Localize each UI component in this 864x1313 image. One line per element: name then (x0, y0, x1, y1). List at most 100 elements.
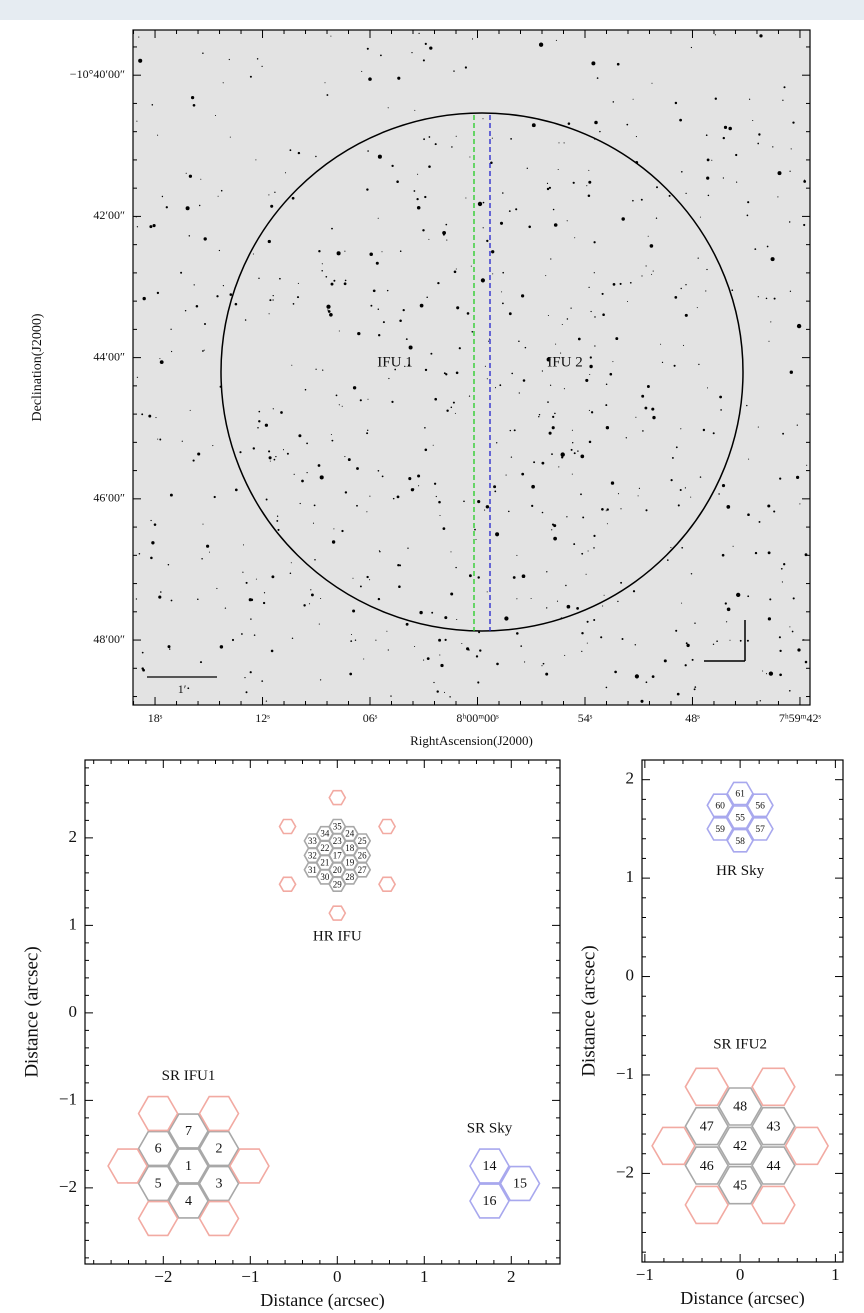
star (200, 661, 202, 663)
star (232, 639, 234, 641)
star (157, 439, 158, 440)
star (783, 563, 785, 565)
star (475, 539, 476, 540)
fiber-number: 24 (345, 829, 355, 839)
x-axis-label: Distance (arcsec) (260, 1290, 384, 1311)
star (638, 495, 639, 496)
star (680, 288, 681, 289)
star (341, 530, 343, 532)
star (274, 192, 275, 193)
star (574, 452, 576, 454)
star (469, 396, 470, 397)
star (646, 681, 648, 683)
star (425, 449, 428, 452)
star (239, 451, 241, 453)
star (453, 70, 454, 71)
star (280, 411, 283, 414)
x-tick-label: 8ʰ00ᵐ00ˢ (456, 711, 499, 725)
star (509, 210, 511, 212)
star (438, 501, 441, 504)
star (792, 121, 794, 123)
star (329, 313, 333, 317)
star (396, 180, 399, 183)
star (555, 344, 556, 345)
star (580, 455, 584, 459)
star (202, 524, 203, 525)
x-tick-label: 18ˢ (148, 711, 163, 725)
star (388, 378, 389, 379)
star (514, 429, 516, 431)
star (242, 572, 243, 573)
fiber-number: 56 (755, 800, 765, 811)
star (383, 321, 385, 323)
star (690, 497, 691, 498)
y-tick-label: 0 (626, 965, 635, 984)
star (686, 644, 689, 647)
star (378, 470, 380, 472)
star (439, 515, 440, 516)
star (606, 384, 608, 386)
star (685, 284, 686, 285)
star (397, 496, 400, 499)
star (581, 651, 582, 652)
star (564, 388, 565, 389)
star (330, 36, 331, 37)
star (326, 305, 330, 309)
star (588, 181, 591, 184)
star (246, 691, 248, 693)
y-tick-label: 2 (69, 827, 78, 846)
star (681, 603, 682, 604)
star (408, 477, 411, 480)
star (617, 63, 620, 66)
star (708, 195, 710, 197)
star (273, 408, 274, 409)
star (355, 640, 356, 641)
star (747, 640, 749, 642)
star (141, 413, 143, 415)
star (722, 484, 725, 487)
star (594, 345, 595, 346)
x-axis-label: RightAscension(J2000) (410, 733, 533, 748)
star (541, 665, 542, 666)
star (803, 180, 806, 183)
star (483, 202, 485, 204)
star (189, 175, 192, 178)
x-tick-label: 1 (831, 1265, 840, 1284)
star (602, 313, 605, 316)
star (153, 224, 156, 227)
star (142, 652, 144, 654)
star (437, 282, 439, 284)
star (549, 432, 552, 435)
star (426, 297, 428, 299)
star (656, 186, 658, 188)
star (276, 520, 278, 522)
star (151, 541, 154, 544)
star (645, 509, 647, 511)
star (256, 579, 257, 580)
star (250, 76, 252, 78)
star (243, 544, 244, 545)
x-tick-label: −1 (241, 1267, 259, 1286)
star (587, 643, 588, 644)
star (440, 664, 443, 667)
star (768, 617, 771, 620)
star (635, 417, 636, 418)
star (620, 508, 621, 509)
star (639, 488, 640, 489)
star (249, 598, 252, 601)
star (451, 146, 452, 147)
star (363, 658, 364, 659)
star (168, 645, 171, 648)
star (782, 433, 784, 435)
star (272, 299, 273, 300)
star (191, 96, 194, 99)
star (736, 593, 740, 597)
sky-image (133, 30, 810, 705)
star (444, 372, 446, 374)
star (159, 358, 160, 359)
star (472, 38, 473, 39)
star (691, 47, 692, 48)
fiber (329, 791, 345, 805)
star (483, 227, 484, 228)
star (642, 430, 644, 432)
